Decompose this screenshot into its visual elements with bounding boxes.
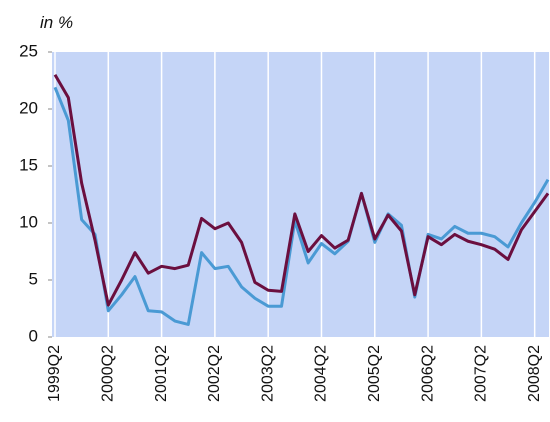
y-tick-label: 15 (19, 155, 38, 174)
y-tick-label: 10 (19, 212, 38, 231)
y-tick-label: 5 (29, 269, 38, 288)
x-tick-label: 2001Q2 (153, 345, 170, 402)
x-tick-label: 2002Q2 (206, 345, 223, 402)
x-tick-label: 2007Q2 (473, 345, 490, 402)
x-tick-label: 2003Q2 (259, 345, 276, 402)
x-tick-label: 2000Q2 (100, 345, 117, 402)
x-tick-label: 2006Q2 (419, 345, 436, 402)
y-tick-label: 25 (19, 41, 38, 60)
x-tick-label: 2004Q2 (313, 345, 330, 402)
x-tick-label: 2008Q2 (526, 345, 543, 402)
y-tick-label: 0 (29, 326, 38, 345)
series-line (53, 74, 550, 307)
plot-area (52, 52, 549, 337)
x-tick-label: 2005Q2 (366, 345, 383, 402)
series-line (53, 86, 550, 326)
y-tick-label: 20 (19, 98, 38, 117)
x-tick-label: 1999Q2 (46, 345, 63, 402)
y-axis-label: in % (40, 13, 73, 32)
